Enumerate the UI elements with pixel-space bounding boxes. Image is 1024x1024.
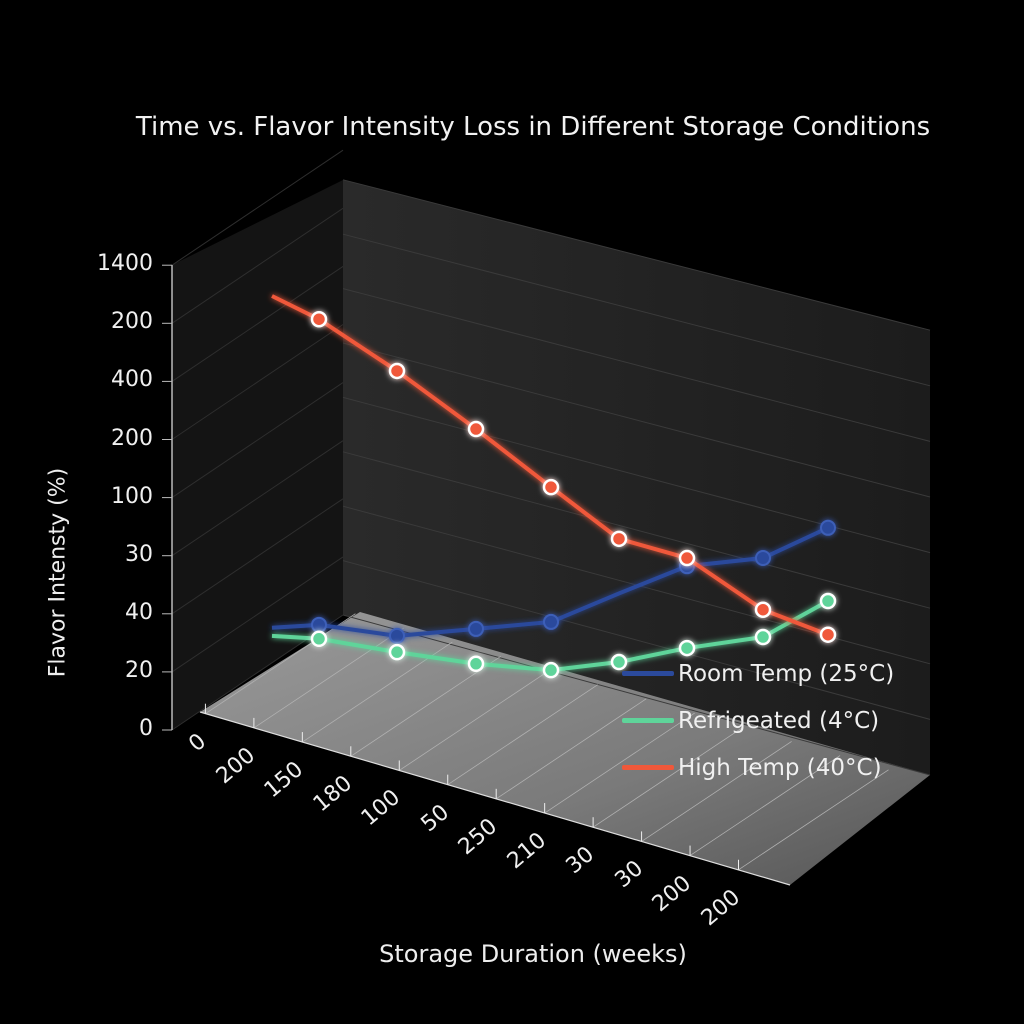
data-point (754, 628, 772, 646)
back-wall-gridline (342, 233, 931, 387)
y-tick-label: 200 (111, 309, 153, 335)
floor-gridline (641, 741, 792, 842)
floor-gridline (495, 698, 647, 800)
series-2 (271, 294, 837, 643)
legend-swatch (622, 671, 674, 676)
data-point (610, 653, 628, 671)
data-point (755, 550, 771, 567)
floor-gridline (738, 769, 889, 871)
data-point (678, 639, 696, 657)
y-tick-label: 20 (125, 657, 153, 683)
floor-gridline (399, 670, 550, 771)
data-point (819, 592, 837, 610)
back-wall-gridline (342, 288, 931, 442)
back-wall-gridline (342, 342, 931, 498)
left-wall-gridline (171, 556, 344, 673)
data-point (388, 643, 406, 661)
left-wall-gridline (171, 265, 344, 382)
legend-label: Room Temp (25°C) (678, 660, 895, 687)
y-tick-label: 100 (111, 483, 153, 509)
legend: Room Temp (25°C) Refrigeated (4°C) High … (622, 650, 894, 791)
legend-item-room-temp: Room Temp (25°C) (622, 650, 894, 697)
floor-gridline (447, 684, 598, 785)
left-wall-gridline (171, 149, 344, 266)
back-wall-gridline (342, 179, 931, 331)
data-point (820, 519, 836, 536)
x-axis-label: Storage Duration (weeks) (379, 940, 687, 968)
y-tick-label: 400 (111, 367, 153, 393)
left-wall-gridline (171, 498, 344, 615)
y-tick-label: 1400 (97, 251, 153, 277)
data-point (542, 478, 560, 496)
floor-gridline (253, 627, 405, 729)
floor-gridline (544, 712, 695, 814)
y-tick-label: 200 (111, 425, 153, 451)
data-point (389, 627, 405, 644)
data-point (310, 630, 328, 648)
y-tick-label: 40 (125, 599, 153, 625)
floor-gridline (689, 755, 841, 856)
series-0 (271, 519, 836, 644)
data-point (467, 420, 485, 438)
left-wall-gridline (171, 324, 344, 440)
legend-label: High Temp (40°C) (678, 754, 882, 781)
data-point (388, 362, 406, 380)
data-point (819, 626, 837, 643)
y-axis-label: Flavor Intensty (%) (45, 467, 71, 678)
legend-item-refrigerated: Refrigeated (4°C) (622, 697, 894, 744)
back-wall-gridline (342, 560, 931, 720)
back-wall-gridline (342, 451, 931, 609)
chart-title: Time vs. Flavor Intensity Loss in Differ… (135, 112, 931, 142)
data-point (543, 613, 559, 630)
data-point (468, 620, 484, 637)
floor-gridline (205, 613, 356, 715)
data-point (311, 616, 327, 633)
legend-swatch (622, 765, 674, 770)
y-tick-label: 30 (125, 541, 153, 567)
left-wall-gridline (171, 440, 344, 557)
legend-item-high-temp: High Temp (40°C) (622, 744, 894, 791)
back-wall-gridline (342, 614, 931, 776)
left-wall-gridline (171, 207, 344, 324)
legend-swatch (622, 718, 674, 723)
left-wall-gridline (171, 382, 344, 499)
data-point (678, 549, 696, 567)
floor (200, 612, 930, 885)
legend-label: Refrigeated (4°C) (678, 707, 880, 734)
x-axis-line (199, 711, 791, 886)
series-1 (271, 592, 837, 679)
data-point (542, 661, 560, 679)
data-point (754, 601, 772, 618)
data-point (310, 310, 328, 328)
floor-gridline (302, 641, 453, 743)
data-point (467, 655, 485, 673)
left-wall (172, 180, 343, 730)
floor-gridline (592, 726, 744, 828)
floor-gridline (350, 655, 502, 757)
data-point (610, 530, 628, 548)
y-tick-label: 0 (139, 716, 153, 741)
